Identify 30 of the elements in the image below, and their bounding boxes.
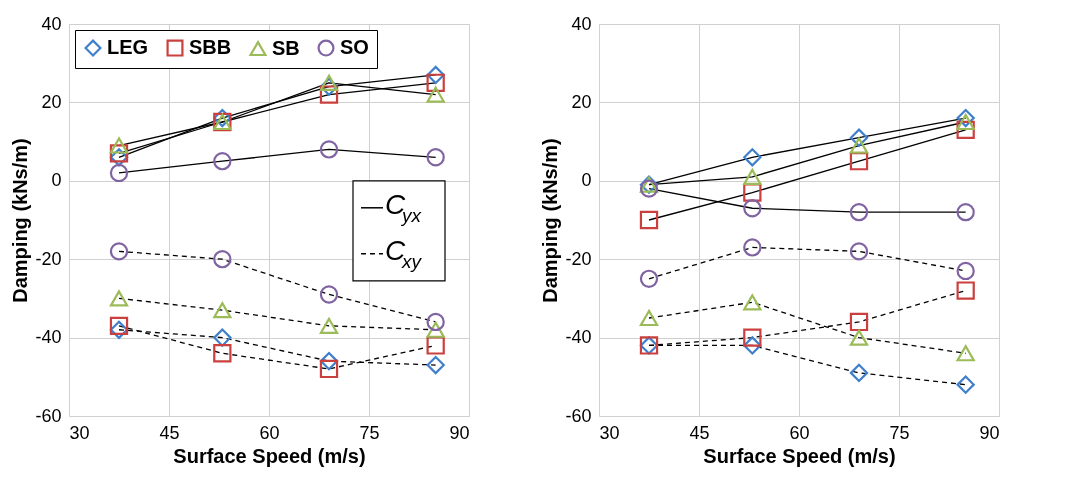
legend-label: SBB [189, 36, 232, 59]
y-tick-label: 40 [41, 13, 62, 34]
y-tick-label: -40 [35, 327, 62, 348]
x-tick-label: 90 [449, 422, 470, 443]
x-tick-label: 75 [359, 422, 380, 443]
x-tick-label: 60 [789, 422, 810, 443]
legend-label: SB [272, 36, 300, 59]
legend-label: LEG [107, 36, 149, 59]
y-axis-title: Damping (kNs/m) [9, 138, 32, 303]
x-axis-title: Surface Speed (m/s) [703, 444, 896, 467]
y-tick-label: -20 [35, 248, 62, 269]
y-tick-label: -20 [565, 248, 592, 269]
x-tick-label: 45 [689, 422, 710, 443]
y-tick-label: -60 [565, 405, 592, 426]
y-tick-label: 20 [571, 91, 592, 112]
x-tick-label: 45 [159, 422, 180, 443]
x-tick-label: 30 [599, 422, 620, 443]
y-axis-title: Damping (kNs/m) [539, 138, 562, 303]
x-tick-label: 60 [259, 422, 280, 443]
x-tick-label: 30 [69, 422, 90, 443]
y-tick-label: 40 [571, 13, 592, 34]
x-axis-title: Surface Speed (m/s) [173, 444, 366, 467]
y-tick-label: 0 [51, 170, 62, 191]
legend-label: SO [340, 36, 369, 59]
y-tick-label: -40 [565, 327, 592, 348]
x-tick-label: 90 [979, 422, 1000, 443]
x-tick-label: 75 [889, 422, 910, 443]
y-tick-label: 0 [581, 170, 592, 191]
y-tick-label: -60 [35, 405, 62, 426]
y-tick-label: 20 [41, 91, 62, 112]
